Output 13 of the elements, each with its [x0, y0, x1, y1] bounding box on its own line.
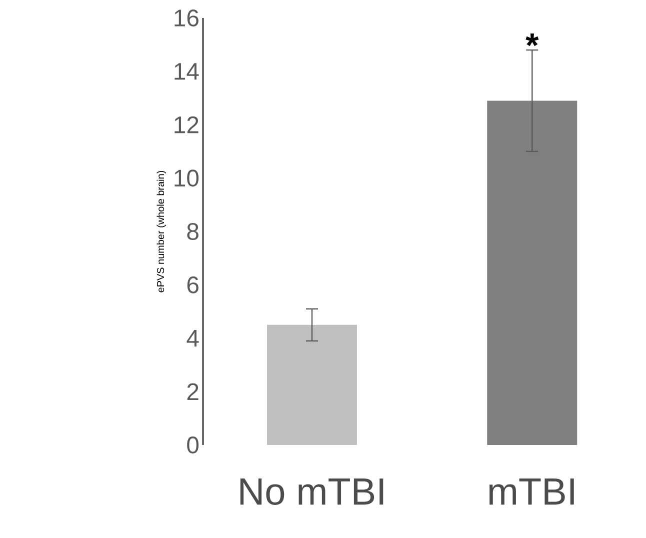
annotation: * — [526, 34, 539, 46]
y-tick-label: 16 — [174, 10, 198, 26]
y-axis-title: ePVS number (whole brain) — [156, 170, 166, 292]
y-tick-label: 14 — [174, 63, 199, 80]
y-tick-label: 8 — [187, 223, 198, 240]
y-tick-label: 10 — [174, 170, 199, 187]
x-tick-label: mTBI — [489, 478, 574, 505]
x-tick-label: No mTBI — [240, 478, 384, 505]
y-tick-label: 12 — [174, 116, 198, 134]
y-tick-label: 4 — [186, 330, 199, 346]
y-tick-label: 6 — [187, 276, 198, 294]
y-tick-label: 2 — [187, 383, 198, 400]
y-tick-label: 0 — [187, 436, 199, 454]
